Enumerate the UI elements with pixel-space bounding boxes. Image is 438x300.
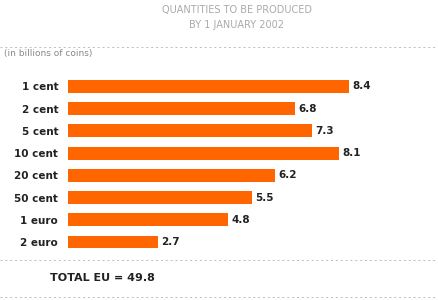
Text: 2.7: 2.7 xyxy=(162,237,180,247)
Text: QUANTITIES TO BE PRODUCED: QUANTITIES TO BE PRODUCED xyxy=(162,4,311,14)
Bar xyxy=(68,124,312,137)
Text: BY 1 JANUARY 2002: BY 1 JANUARY 2002 xyxy=(189,20,284,29)
Text: 8.1: 8.1 xyxy=(342,148,360,158)
Bar xyxy=(68,191,252,204)
Text: 4.8: 4.8 xyxy=(232,215,250,225)
Text: 6.2: 6.2 xyxy=(279,170,297,180)
Text: 6.8: 6.8 xyxy=(299,104,317,114)
Text: TOTAL EU = 49.8: TOTAL EU = 49.8 xyxy=(50,273,155,283)
Text: 8.4: 8.4 xyxy=(352,81,371,92)
Text: 5.5: 5.5 xyxy=(255,193,274,202)
Bar xyxy=(68,102,295,115)
Bar xyxy=(68,147,339,160)
Bar xyxy=(68,236,158,248)
Bar xyxy=(68,80,349,93)
Bar xyxy=(68,169,275,182)
Text: 7.3: 7.3 xyxy=(315,126,334,136)
Text: (in billions of coins): (in billions of coins) xyxy=(4,49,93,58)
Bar xyxy=(68,213,228,226)
